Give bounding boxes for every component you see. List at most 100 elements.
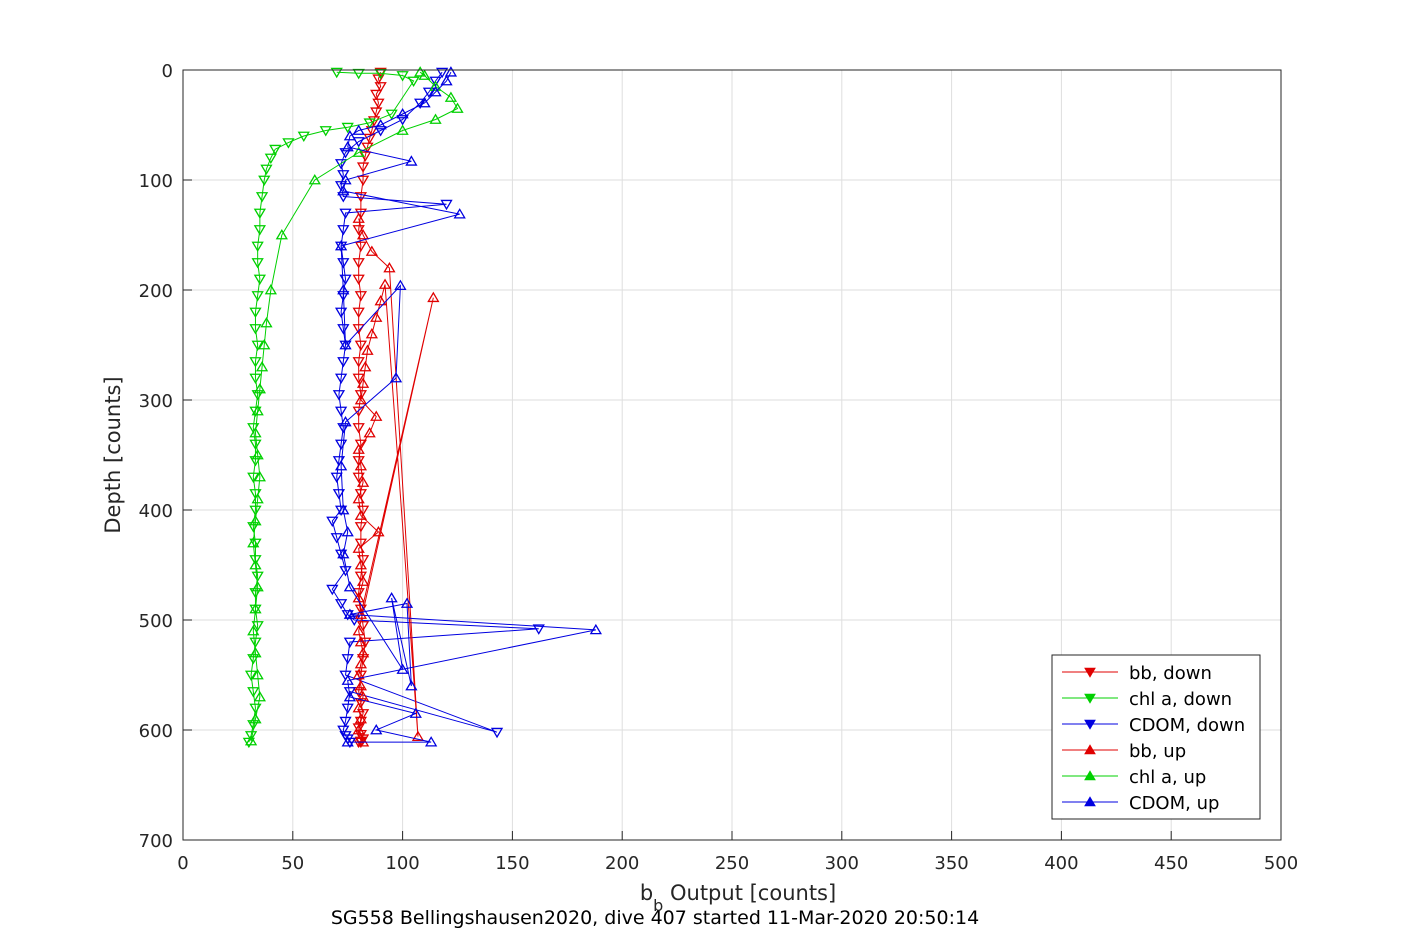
data-point — [249, 602, 262, 614]
data-point — [253, 225, 266, 236]
data-point — [258, 338, 271, 350]
data-point — [334, 373, 348, 385]
data-point — [444, 91, 458, 102]
data-point — [253, 690, 266, 702]
data-point — [249, 439, 262, 451]
data-point — [339, 716, 352, 728]
x-tick-label: 200 — [605, 853, 639, 874]
data-point — [247, 687, 260, 698]
data-point — [251, 291, 264, 302]
y-tick-label: 400 — [139, 501, 173, 522]
data-point — [337, 283, 350, 295]
data-point — [440, 199, 453, 211]
legend-marker — [1084, 744, 1096, 755]
x-tick-label: 300 — [825, 853, 859, 874]
data-point — [341, 122, 354, 134]
series-line — [331, 71, 539, 743]
data-point — [249, 357, 262, 368]
data-point — [363, 133, 376, 145]
data-point — [359, 637, 372, 649]
data-point — [341, 654, 354, 665]
data-point — [343, 637, 357, 649]
series-layer — [242, 66, 602, 749]
data-point — [451, 102, 464, 113]
data-point — [374, 294, 387, 306]
data-point — [251, 571, 264, 583]
data-point — [435, 67, 449, 79]
legend-entry: CDOM, up — [1062, 793, 1219, 814]
data-point — [354, 558, 368, 570]
data-point — [385, 591, 398, 603]
data-point — [418, 96, 431, 108]
data-point — [326, 584, 339, 596]
data-point — [339, 173, 352, 185]
caption: SG558 Bellingshausen2020, dive 407 start… — [331, 907, 979, 929]
data-point — [247, 472, 260, 484]
data-point — [334, 406, 348, 418]
x-axis-label: bb Output [counts] — [640, 881, 836, 915]
data-point — [251, 668, 264, 680]
data-point — [405, 155, 418, 166]
x-tick-label: 150 — [495, 853, 529, 874]
data-point — [400, 597, 414, 608]
data-point — [352, 687, 365, 698]
data-point — [334, 459, 348, 471]
data-point — [337, 423, 350, 434]
data-point — [352, 146, 365, 157]
grid — [183, 70, 1281, 840]
y-tick-label: 300 — [139, 391, 173, 412]
data-point — [341, 736, 354, 747]
data-point — [490, 727, 504, 739]
data-point — [339, 148, 352, 159]
data-point — [242, 737, 256, 749]
data-point — [339, 415, 352, 427]
data-point — [251, 340, 264, 352]
data-point — [332, 390, 346, 401]
data-point — [326, 516, 339, 528]
data-point — [356, 377, 370, 388]
data-point — [354, 679, 368, 691]
y-axis-label: Depth [counts] — [101, 376, 125, 533]
data-point — [429, 76, 442, 88]
data-point — [249, 307, 262, 319]
data-point — [251, 492, 264, 504]
data-point — [385, 109, 398, 121]
data-point — [374, 126, 387, 137]
data-point — [249, 426, 262, 438]
x-axis-label-subscript: b — [653, 896, 663, 915]
data-point — [249, 555, 262, 566]
y-tick-label: 100 — [139, 171, 173, 192]
y-tick-label: 200 — [139, 281, 173, 302]
data-point — [372, 98, 385, 110]
data-point — [352, 324, 365, 335]
x-tick-label: 500 — [1264, 853, 1298, 874]
data-point — [255, 192, 269, 203]
data-point — [532, 624, 545, 635]
data-point — [264, 153, 277, 165]
data-point — [354, 657, 368, 669]
data-point — [383, 261, 396, 273]
data-point — [337, 184, 350, 196]
data-point — [330, 533, 343, 544]
x-tick-label: 450 — [1154, 853, 1188, 874]
data-point — [247, 522, 260, 533]
data-point — [363, 426, 376, 438]
data-point — [341, 674, 354, 685]
data-point — [330, 67, 343, 79]
series-line — [340, 71, 596, 743]
legend-label: CDOM, down — [1129, 715, 1245, 736]
data-point — [354, 712, 368, 724]
data-point — [352, 357, 365, 368]
data-point — [337, 225, 350, 236]
data-point — [352, 406, 365, 418]
data-point — [370, 89, 383, 101]
data-point — [249, 558, 262, 570]
legend-entry: chl a, up — [1062, 767, 1206, 788]
data-point — [352, 588, 365, 599]
data-point — [356, 476, 370, 487]
data-point — [405, 679, 418, 691]
data-point — [352, 212, 365, 223]
series-3 — [352, 212, 440, 747]
data-point — [244, 734, 258, 746]
series-1 — [242, 67, 420, 749]
